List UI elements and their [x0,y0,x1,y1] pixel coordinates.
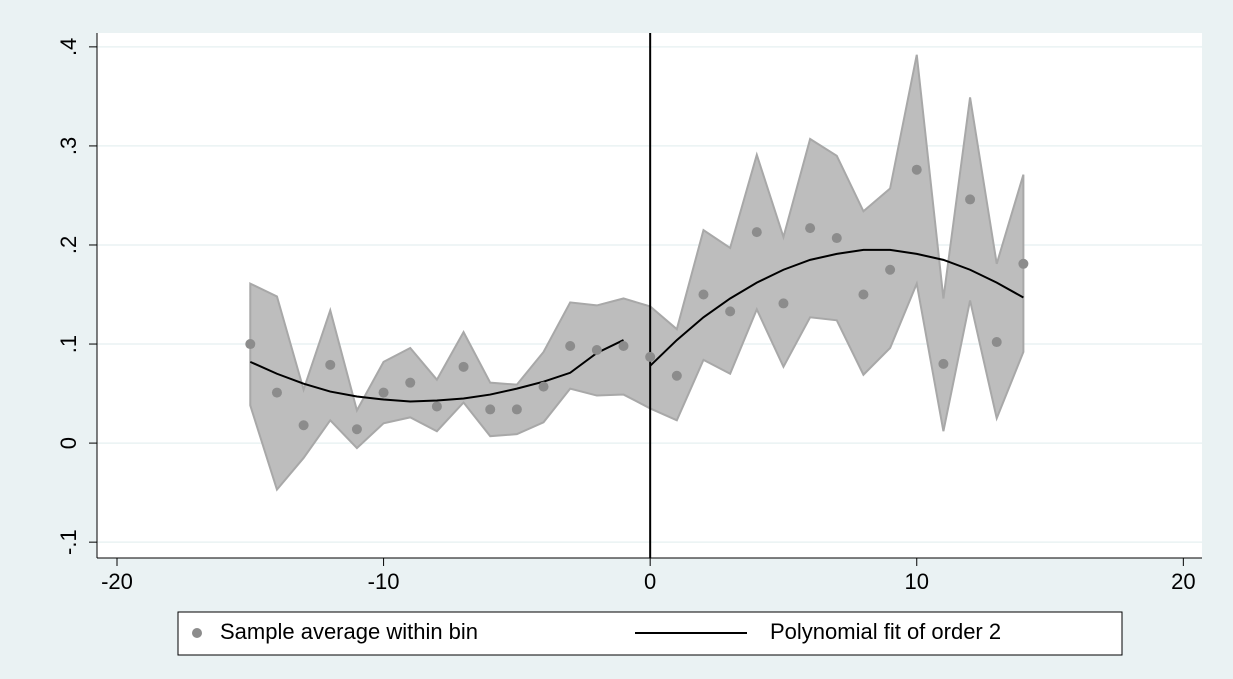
bin-average [911,164,922,175]
y-tick-label: .4 [56,38,81,56]
bin-average [885,264,896,275]
bin-average [778,298,789,309]
marks [97,33,1202,558]
x-tick-label: 0 [644,569,656,594]
bin-average [298,420,309,431]
bin-average [245,339,256,350]
bin-average [938,358,949,369]
bin-average [351,424,362,435]
x-tick-label: -10 [368,569,400,594]
bin-average [645,351,656,362]
fit-line [249,248,1024,403]
bin-average [805,223,816,234]
bin-average [1018,258,1029,269]
y-tick-label: 0 [56,437,81,449]
bin-average [405,377,416,388]
bin-average [698,289,709,300]
bin-average [565,341,576,352]
bin-average [618,341,629,352]
bin-average [458,361,469,372]
bin-average [485,404,496,415]
bin-average [325,359,336,370]
bin-average [991,337,1002,348]
y-tick-label: .3 [56,137,81,155]
legend-label: Polynomial fit of order 2 [770,619,1001,644]
bin-average [671,370,682,381]
y-tick-label: .1 [56,335,81,353]
ci-band [249,54,1025,492]
bin-average [831,233,842,244]
bin-average [511,404,522,415]
bin-average [378,387,389,398]
x-tick-label: 20 [1171,569,1195,594]
x-tick-label: 10 [905,569,929,594]
bin-average [431,401,442,412]
bin-average [858,289,869,300]
bin-average [965,194,976,205]
y-tick-label: .2 [56,236,81,254]
bin-average [751,227,762,238]
x-tick-label: -20 [101,569,133,594]
bin-average [591,344,602,355]
legend-marker [192,628,202,638]
legend-label: Sample average within bin [220,619,478,644]
y-tick-label: -.1 [56,529,81,555]
bin-average [725,306,736,317]
bin-average [538,381,549,392]
bin-average [271,387,282,398]
